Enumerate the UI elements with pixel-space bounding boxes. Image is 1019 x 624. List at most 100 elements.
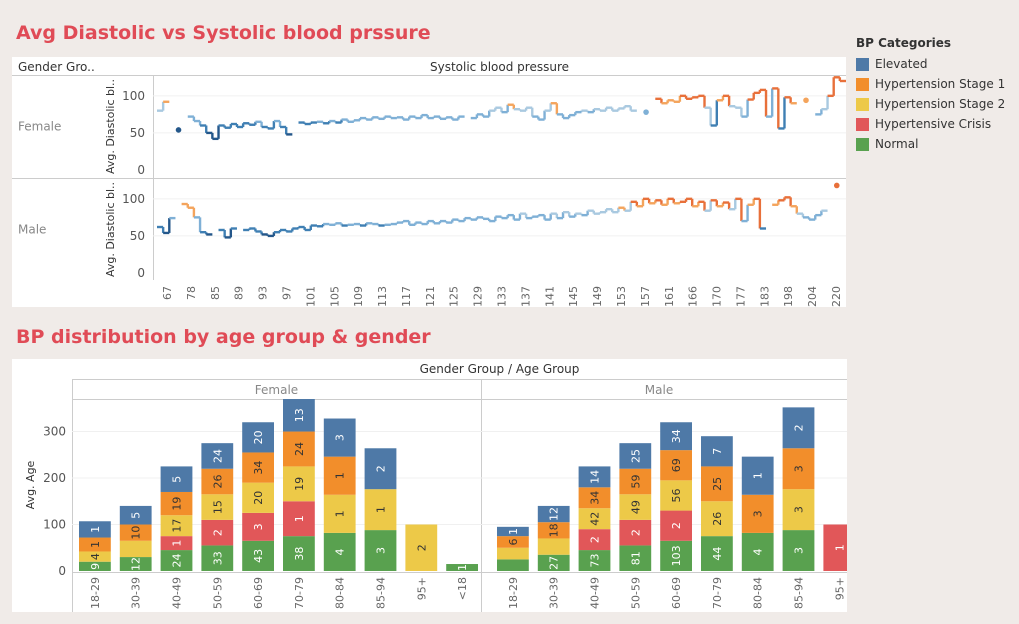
bar-segment <box>283 466 315 502</box>
chart-title-distribution: BP distribution by age group & gender <box>16 326 431 348</box>
legend-item-normal[interactable]: Normal <box>856 134 1005 154</box>
bar-segment <box>201 494 234 520</box>
bar-segment <box>79 521 111 538</box>
x-tick-label: 67 <box>161 286 174 300</box>
bar-segment <box>283 399 315 432</box>
x-tick-label: 153 <box>615 286 628 307</box>
bar-label: 2 <box>211 529 224 536</box>
bar-label: 24 <box>211 449 224 463</box>
x-tick-label: 157 <box>639 286 652 307</box>
data-point <box>175 127 182 133</box>
bar-segment <box>323 532 356 571</box>
legend-item-hypertensive-crisis[interactable]: Hypertensive Crisis <box>856 114 1005 134</box>
row-label: Male <box>18 223 46 237</box>
legend-label: Hypertension Stage 2 <box>875 97 1006 111</box>
legend-item-elevated[interactable]: Elevated <box>856 54 1005 74</box>
bar-segment <box>578 529 611 551</box>
bar-segment <box>497 536 529 548</box>
bar-label: 42 <box>589 512 602 526</box>
x-tick-label: 60-69 <box>670 577 683 609</box>
bar-segment <box>660 540 692 571</box>
x-tick-label: 50-59 <box>629 577 642 609</box>
x-tick-label: 166 <box>687 286 700 307</box>
bar-segment <box>79 561 111 571</box>
bar-label: 49 <box>629 500 642 514</box>
x-tick-label: 93 <box>257 286 270 300</box>
x-tick-label: 70-79 <box>293 577 306 609</box>
bar-label: 19 <box>293 477 306 491</box>
bar-label: 7 <box>711 448 724 455</box>
bar-segment <box>283 431 315 467</box>
x-tick-label: 40-49 <box>171 577 184 609</box>
bar-segment <box>201 545 234 571</box>
y-axis-title: Avg. Diastolic bl.. <box>104 79 117 174</box>
bar-segment <box>323 456 356 495</box>
bar-segment <box>578 508 611 530</box>
x-tick-label: 30-39 <box>548 577 561 609</box>
bar-label: 81 <box>629 551 642 565</box>
bar-label: 69 <box>670 458 683 472</box>
bar-segment <box>701 501 733 537</box>
x-tick-label: 177 <box>734 286 747 307</box>
legend-swatch <box>856 137 869 151</box>
row-label: Female <box>18 120 61 134</box>
bar-segment <box>782 407 815 449</box>
x-tick-label: 141 <box>543 286 556 307</box>
x-tick-label: 80-84 <box>334 577 347 609</box>
bar-label: 25 <box>711 477 724 491</box>
bar-label: 1 <box>334 510 347 517</box>
x-tick-label: 125 <box>448 286 461 307</box>
x-tick-label: 117 <box>400 286 413 307</box>
bar-segment <box>242 452 274 483</box>
y-tick-label: 50 <box>130 126 145 140</box>
bar-segment <box>741 456 774 495</box>
bar-label: 20 <box>252 430 265 444</box>
y-tick-label: 100 <box>43 518 66 532</box>
bar-label: 13 <box>293 408 306 422</box>
bar-segment <box>283 536 315 571</box>
x-tick-label: 95+ <box>833 577 846 600</box>
x-tick-label: 18-29 <box>89 577 102 609</box>
bar-segment <box>160 536 193 551</box>
bar-segment <box>660 422 692 451</box>
y-tick-label: 0 <box>137 163 145 177</box>
bar-label: 24 <box>293 442 306 456</box>
bar-segment <box>619 468 652 495</box>
x-tick-label: 95+ <box>415 577 428 600</box>
bar-segment <box>619 443 652 469</box>
x-tick-label: 70-79 <box>711 577 724 609</box>
bar-segment <box>160 491 193 516</box>
bar-label: 15 <box>211 500 224 514</box>
bar-segment <box>201 468 234 495</box>
bar-label: 10 <box>130 526 143 540</box>
x-tick-label: 97 <box>280 286 293 300</box>
bar-label: 34 <box>589 491 602 505</box>
bar-label: 9 <box>89 563 102 570</box>
row-header: Gender Gro.. <box>18 60 95 74</box>
y-axis-title: Avg. Age <box>24 460 37 509</box>
bar-label: 3 <box>252 523 265 530</box>
bar-chart: Gender Group / Age Group Avg. Age 0 100 200 3… <box>24 362 856 612</box>
x-tick-label: 89 <box>233 286 246 300</box>
bar-label: 3 <box>375 547 388 554</box>
legend-item-hypertension-stage-1[interactable]: Hypertension Stage 1 <box>856 74 1005 94</box>
bar-segment <box>446 564 478 571</box>
bar-segment <box>701 466 733 502</box>
bar-label: 1 <box>752 472 765 479</box>
bar-label: 73 <box>589 554 602 568</box>
bar-segment <box>242 512 274 541</box>
bar-label: 43 <box>252 549 265 563</box>
bar-segment <box>323 494 356 533</box>
bar-label: 2 <box>375 465 388 472</box>
bar-label: 26 <box>711 512 724 526</box>
bar-segment <box>119 505 152 525</box>
bar-segment <box>701 436 733 467</box>
bar-segment <box>160 550 193 571</box>
legend-item-hypertension-stage-2[interactable]: Hypertension Stage 2 <box>856 94 1005 114</box>
bar-segment <box>537 554 570 571</box>
y-tick-label: 300 <box>43 425 66 439</box>
bar-label: 38 <box>293 547 306 561</box>
x-tick-label: 101 <box>304 286 317 307</box>
y-tick-label: 100 <box>122 89 145 103</box>
bar-segment <box>201 519 234 546</box>
